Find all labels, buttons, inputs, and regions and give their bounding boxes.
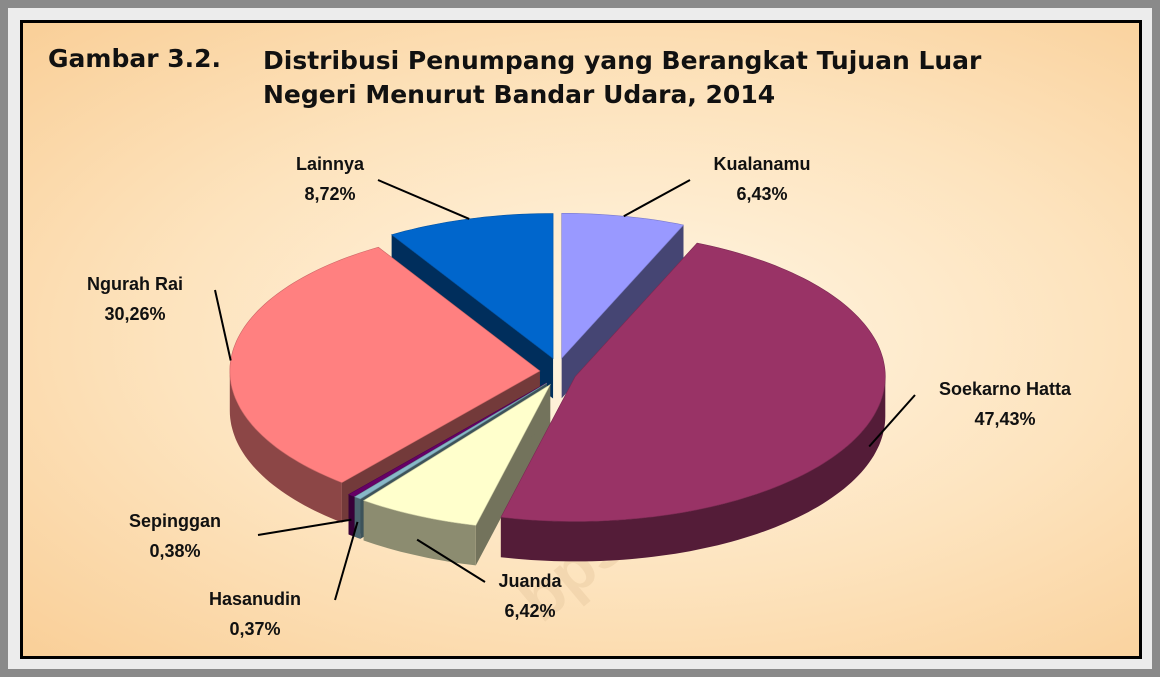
- leader-line: [334, 521, 359, 601]
- slice: [354, 382, 548, 500]
- leader-line: [257, 518, 352, 536]
- data-label-name: Lainnya: [296, 154, 365, 174]
- data-label: 6,43%: [736, 184, 787, 204]
- slice-side: [348, 494, 355, 537]
- figure-label: Gambar 3.2.: [48, 44, 222, 73]
- slice-side: [561, 224, 684, 399]
- chart-title: Distribusi Penumpang yang Berangkat Tuju…: [263, 46, 982, 109]
- data-label: 8,72%: [304, 184, 355, 204]
- data-label-name: Hasanudin: [209, 589, 301, 609]
- data-label-name: Ngurah Rai: [87, 274, 183, 294]
- data-label: 0,38%: [149, 541, 200, 561]
- data-label-name: Juanda: [498, 571, 562, 591]
- slice-side: [354, 496, 361, 539]
- data-label: 0,37%: [229, 619, 280, 639]
- slice: [363, 383, 551, 526]
- data-label-name: Soekarno Hatta: [939, 379, 1072, 399]
- slice: [561, 213, 685, 360]
- leader-line: [416, 538, 486, 583]
- leader-line: [214, 289, 232, 361]
- slice-side: [500, 376, 886, 562]
- slice-side: [229, 371, 342, 523]
- slice: [347, 382, 547, 497]
- data-label: 6,42%: [504, 601, 555, 621]
- data-label-name: Sepinggan: [129, 511, 221, 531]
- data-label: 47,43%: [974, 409, 1035, 429]
- data-label: 30,26%: [104, 304, 165, 324]
- slice-side: [363, 500, 476, 566]
- leader-line: [868, 394, 916, 448]
- leader-line: [377, 179, 470, 220]
- leader-line: [623, 179, 691, 218]
- data-label-name: Kualanamu: [713, 154, 810, 174]
- slice: [500, 242, 886, 522]
